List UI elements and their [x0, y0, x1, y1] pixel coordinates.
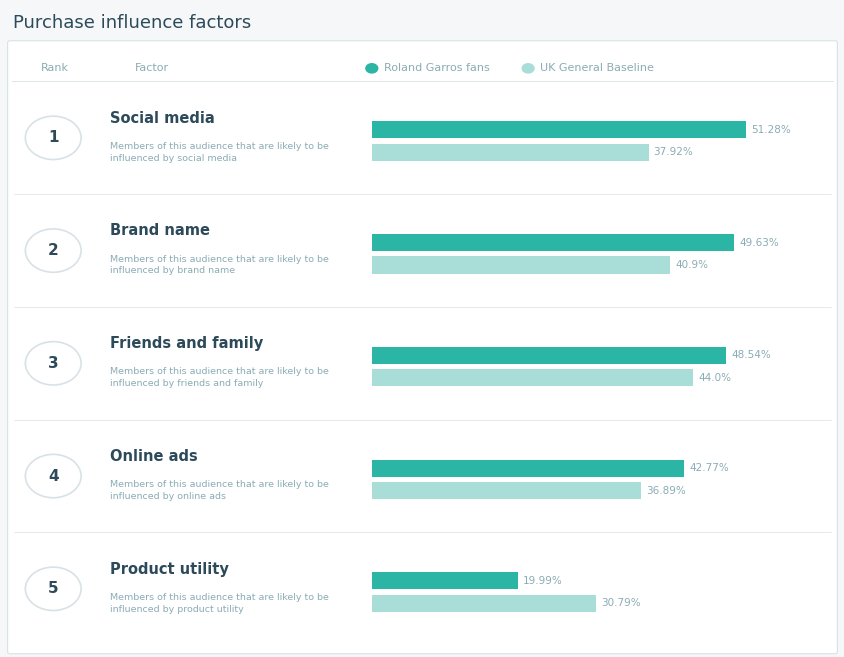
Text: UK General Baseline: UK General Baseline: [539, 63, 653, 74]
Circle shape: [25, 455, 81, 498]
FancyBboxPatch shape: [8, 41, 836, 654]
Text: Online ads: Online ads: [110, 449, 197, 464]
Text: 19.99%: 19.99%: [522, 576, 562, 586]
Text: Rank: Rank: [41, 63, 69, 74]
Text: 30.79%: 30.79%: [601, 599, 641, 608]
FancyBboxPatch shape: [371, 595, 596, 612]
Circle shape: [25, 229, 81, 272]
Text: 36.89%: 36.89%: [646, 486, 685, 495]
Text: 48.54%: 48.54%: [730, 350, 770, 361]
Text: Members of this audience that are likely to be
influenced by friends and family: Members of this audience that are likely…: [110, 367, 328, 388]
FancyBboxPatch shape: [371, 234, 733, 251]
Text: Purchase influence factors: Purchase influence factors: [13, 14, 251, 32]
Text: Factor: Factor: [135, 63, 169, 74]
Text: Brand name: Brand name: [110, 223, 209, 238]
Circle shape: [522, 64, 533, 73]
Circle shape: [365, 64, 377, 73]
Text: 1: 1: [48, 130, 58, 145]
FancyBboxPatch shape: [371, 460, 683, 477]
FancyBboxPatch shape: [371, 482, 641, 499]
Text: 42.77%: 42.77%: [688, 463, 728, 473]
Text: Members of this audience that are likely to be
influenced by social media: Members of this audience that are likely…: [110, 142, 328, 163]
Text: 40.9%: 40.9%: [674, 260, 707, 270]
Text: 49.63%: 49.63%: [738, 238, 778, 248]
FancyBboxPatch shape: [371, 347, 725, 364]
Text: Friends and family: Friends and family: [110, 336, 262, 351]
Text: Members of this audience that are likely to be
influenced by online ads: Members of this audience that are likely…: [110, 480, 328, 501]
Text: 37.92%: 37.92%: [652, 147, 693, 157]
Circle shape: [25, 116, 81, 160]
Text: Roland Garros fans: Roland Garros fans: [383, 63, 489, 74]
Text: 51.28%: 51.28%: [750, 125, 790, 135]
FancyBboxPatch shape: [371, 369, 692, 386]
FancyBboxPatch shape: [371, 572, 517, 589]
FancyBboxPatch shape: [371, 256, 669, 273]
Circle shape: [25, 567, 81, 610]
Text: 44.0%: 44.0%: [697, 373, 730, 383]
FancyBboxPatch shape: [371, 122, 745, 139]
FancyBboxPatch shape: [371, 144, 647, 161]
Text: Product utility: Product utility: [110, 562, 229, 577]
Text: 4: 4: [48, 468, 58, 484]
Text: Members of this audience that are likely to be
influenced by product utility: Members of this audience that are likely…: [110, 593, 328, 614]
Circle shape: [25, 342, 81, 385]
Text: 5: 5: [48, 581, 58, 597]
Text: Members of this audience that are likely to be
influenced by brand name: Members of this audience that are likely…: [110, 255, 328, 275]
Text: 3: 3: [48, 356, 58, 371]
Text: Social media: Social media: [110, 110, 214, 125]
Text: 2: 2: [48, 243, 58, 258]
